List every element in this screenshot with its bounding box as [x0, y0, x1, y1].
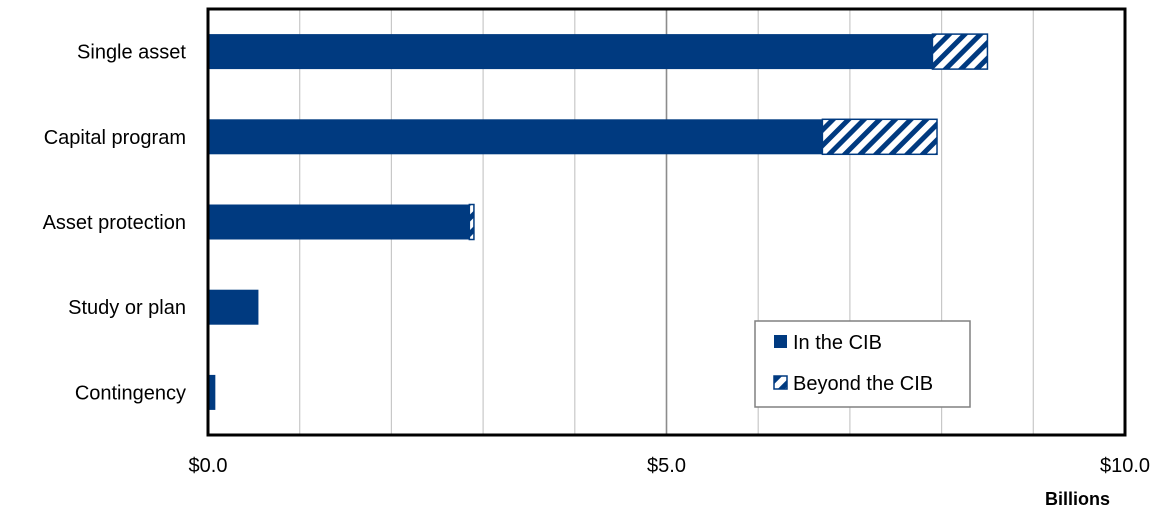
x-tick-label: $10.0 — [1100, 455, 1150, 477]
bars — [208, 33, 989, 410]
x-unit-label: Billions — [1045, 489, 1110, 509]
category-label: Capital program — [44, 127, 186, 149]
category-label: Single asset — [77, 42, 186, 64]
legend-swatch-in-cib — [774, 335, 787, 348]
plot-area-border — [206, 7, 1127, 437]
category-labels: Single asset Capital program Asset protect… — [43, 42, 187, 405]
bar-beyond-cib — [931, 33, 989, 70]
bar-in-cib — [208, 204, 470, 240]
legend-label-beyond-cib: Beyond the CIB — [793, 373, 933, 395]
bar-beyond-cib — [821, 118, 938, 156]
category-label: Contingency — [75, 382, 186, 404]
bar-beyond-cib — [468, 203, 475, 241]
legend-swatch-beyond-cib — [773, 375, 788, 390]
category-label: Study or plan — [68, 297, 186, 319]
x-tick-label: $0.0 — [189, 455, 228, 477]
legend-box — [754, 320, 971, 408]
legend: In the CIB Beyond the CIB — [754, 320, 971, 408]
bar-in-cib — [208, 119, 823, 155]
gridlines — [299, 9, 1034, 435]
x-tick-labels: $0.0 $5.0 $10.0 — [189, 455, 1151, 477]
legend-label-in-cib: In the CIB — [793, 332, 882, 354]
x-tick-label: $5.0 — [647, 455, 686, 477]
bar-in-cib — [208, 374, 216, 410]
category-label: Asset protection — [43, 212, 186, 234]
bar-in-cib — [208, 289, 259, 325]
bar-in-cib — [208, 34, 933, 70]
